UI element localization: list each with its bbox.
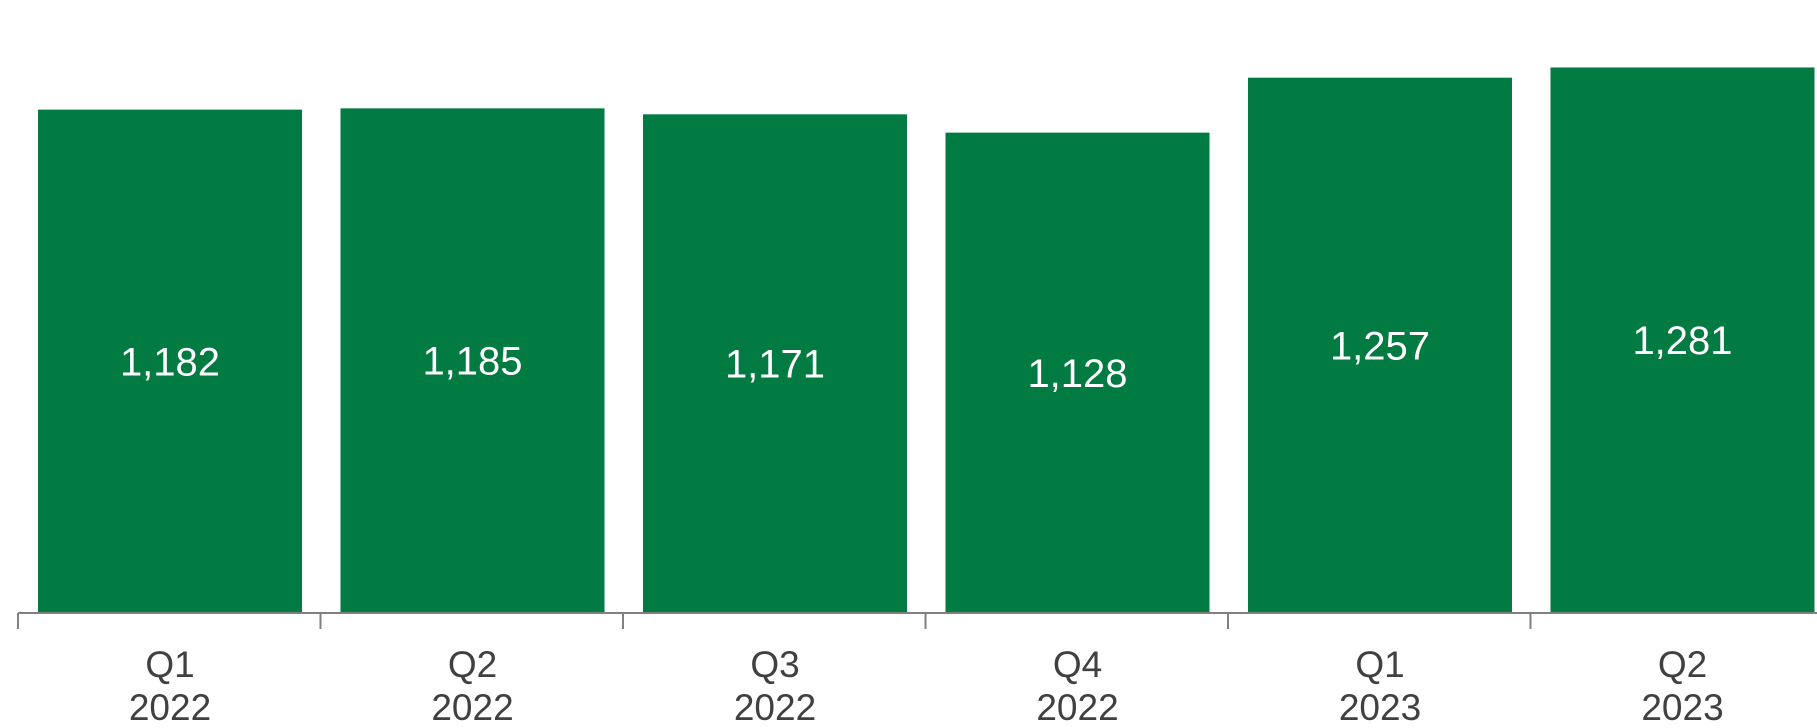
- x-tick-label: Q4 2022: [1036, 644, 1118, 728]
- x-tick-label-year: 2022: [734, 687, 816, 728]
- bar-3: [643, 114, 907, 614]
- bar-value-label: 1,182: [120, 340, 220, 384]
- x-tick-label-quarter: Q1: [1355, 644, 1404, 685]
- x-tick-label: Q2 2023: [1641, 644, 1723, 728]
- x-tick-label-year: 2022: [129, 687, 211, 728]
- x-tick-label-quarter: Q4: [1053, 644, 1102, 685]
- x-tick-label-year: 2022: [1036, 687, 1118, 728]
- bar-5: [1248, 77, 1512, 614]
- bar-value-label: 1,128: [1027, 352, 1127, 396]
- bar-value-label: 1,257: [1330, 324, 1430, 368]
- x-tick-label-quarter: Q2: [1658, 644, 1707, 685]
- x-tick-label-year: 2022: [431, 687, 513, 728]
- x-tick-label-quarter: Q2: [448, 644, 497, 685]
- x-tick-label-year: 2023: [1339, 687, 1421, 728]
- x-tick-label-quarter: Q1: [145, 644, 194, 685]
- x-tick-label-year: 2023: [1641, 687, 1723, 728]
- bar-value-label: 1,171: [725, 343, 825, 387]
- bar-value-label: 1,281: [1632, 319, 1732, 363]
- x-tick-label-quarter: Q3: [750, 644, 799, 685]
- bar-2: [340, 108, 605, 613]
- x-tick-label: Q1 2022: [129, 644, 211, 728]
- x-tick-label: Q2 2022: [431, 644, 513, 728]
- bar-value-label: 1,185: [422, 340, 522, 384]
- bar-6: [1550, 67, 1815, 614]
- bar-4: [945, 132, 1210, 613]
- x-tick-label: Q1 2023: [1339, 644, 1421, 728]
- x-tick-label: Q3 2022: [734, 644, 816, 728]
- bar-1: [38, 109, 302, 614]
